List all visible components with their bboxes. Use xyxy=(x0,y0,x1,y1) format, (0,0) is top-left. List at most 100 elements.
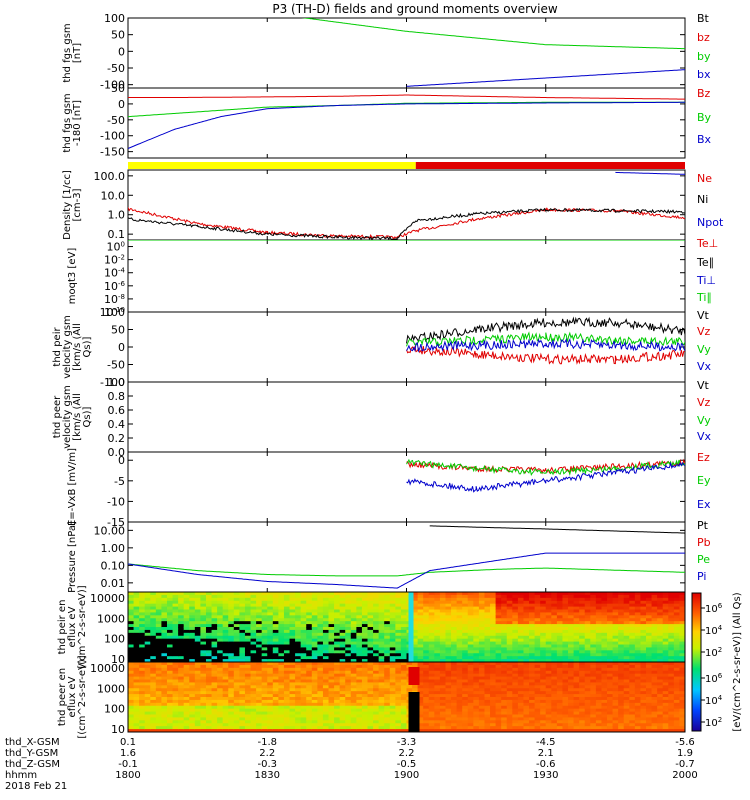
spectrogram-cell xyxy=(367,673,374,678)
spectrogram-cell xyxy=(428,641,435,646)
spectrogram-cell xyxy=(139,635,146,640)
spectrogram-cell xyxy=(607,606,614,611)
spectrogram-cell xyxy=(217,717,224,721)
spectrogram-cell xyxy=(395,682,402,686)
spectrogram-cell xyxy=(529,697,536,701)
spectrogram-cell xyxy=(378,659,385,662)
spectrogram-cell xyxy=(356,714,363,719)
spectrogram-cell xyxy=(451,597,458,602)
spectrogram-cell xyxy=(523,653,530,657)
spectrogram-cell xyxy=(562,711,569,716)
spectrogram-cell xyxy=(595,667,603,672)
spectrogram-cell xyxy=(200,670,207,675)
spectrogram-cell xyxy=(350,618,357,622)
spectrogram-cell xyxy=(423,714,430,719)
spectrogram-cell xyxy=(328,694,335,698)
spectrogram-cell xyxy=(462,600,469,605)
spectrogram-cell xyxy=(462,618,469,622)
spectrogram-cell xyxy=(501,612,508,616)
spectrogram-cell xyxy=(423,609,430,614)
spectrogram-cell xyxy=(445,635,452,640)
spectrogram-cell xyxy=(150,653,157,657)
spectrogram-cell xyxy=(166,662,174,666)
spectrogram-cell xyxy=(551,729,558,732)
spectrogram-cell xyxy=(434,662,441,666)
spectrogram-cell xyxy=(183,632,190,637)
spectrogram-cell xyxy=(356,597,363,602)
y-tick-label: 1.0 xyxy=(108,376,126,389)
spectrogram-cell xyxy=(556,635,564,640)
spectrogram-cell xyxy=(512,729,519,732)
spectrogram-cell xyxy=(467,711,474,716)
spectrogram-cell xyxy=(194,676,202,681)
y-tick-label: -100 xyxy=(100,130,125,143)
spectrogram-cell xyxy=(128,606,135,611)
spectrogram-cell xyxy=(339,635,346,640)
spectrogram-cell xyxy=(328,679,335,684)
spectrogram-cell xyxy=(289,705,296,710)
spectrogram-cell xyxy=(133,632,140,637)
spectrogram-cell xyxy=(417,676,424,681)
spectrogram-cell xyxy=(295,685,302,689)
spectrogram-cell xyxy=(618,615,625,619)
spectrogram-cell xyxy=(417,656,424,660)
spectrogram-cell xyxy=(534,594,541,599)
spectrogram-cell xyxy=(339,708,346,713)
spectrogram-cell xyxy=(345,723,352,727)
spectrogram-cell xyxy=(228,618,235,622)
spectrogram-cell xyxy=(189,603,196,608)
spectrogram-cell xyxy=(601,691,608,695)
spectrogram-cell xyxy=(155,705,163,710)
spectrogram-cell xyxy=(495,694,502,698)
spectrogram-cell xyxy=(529,723,536,727)
spectrogram-cell xyxy=(439,635,447,640)
spectrogram-cell xyxy=(250,632,257,637)
spectrogram-cell xyxy=(534,624,541,628)
spectrogram-cell xyxy=(367,632,374,637)
spectrogram-cell xyxy=(590,708,597,713)
spectrogram-cell xyxy=(150,708,157,713)
spectrogram-cell xyxy=(517,659,525,662)
spectrogram-cell xyxy=(545,644,552,649)
spectrogram-cell xyxy=(462,644,469,649)
spectrogram-cell xyxy=(395,699,402,704)
spectrogram-cell xyxy=(350,600,357,605)
spectrogram-cell xyxy=(646,656,653,660)
legend-label: Ni xyxy=(697,193,708,206)
spectrogram-cell xyxy=(144,612,151,616)
spectrogram-cell xyxy=(551,667,558,672)
spectrogram-cell xyxy=(183,664,190,669)
spectrogram-cell xyxy=(139,600,146,605)
spectrogram-cell xyxy=(345,688,352,692)
spectrogram-cell xyxy=(523,662,530,666)
spectrogram-cell xyxy=(144,714,151,719)
spectrogram-cell xyxy=(311,606,318,611)
series-line xyxy=(128,207,685,240)
spectrogram-cell xyxy=(350,612,357,616)
spectrogram-cell xyxy=(439,670,447,675)
spectrogram-cell xyxy=(579,592,586,596)
spectrogram-cell xyxy=(584,606,591,611)
spectrogram-cell xyxy=(451,600,458,605)
spectrogram-cell xyxy=(478,723,486,727)
spectrogram-cell xyxy=(540,638,547,643)
panel-frame xyxy=(127,17,686,89)
spectrogram-cell xyxy=(267,726,274,730)
spectrogram-cell xyxy=(217,682,224,686)
spectrogram-cell xyxy=(166,726,174,730)
spectrogram-cell xyxy=(512,632,519,637)
spectrogram-cell xyxy=(144,673,151,678)
data-gap xyxy=(408,592,414,662)
spectrogram-cell xyxy=(445,691,452,695)
spectrogram-cell xyxy=(545,670,552,675)
spectrogram-cell xyxy=(439,673,447,678)
spectrogram-cell xyxy=(350,717,357,721)
spectrogram-cell xyxy=(317,708,324,713)
spectrogram-cell xyxy=(311,708,318,713)
spectrogram-cell xyxy=(239,641,246,646)
spectrogram-cell xyxy=(205,720,213,724)
spectrogram-cell xyxy=(289,656,296,660)
spectrogram-cell xyxy=(584,647,591,651)
spectrogram-cell xyxy=(590,685,597,689)
spectrogram-cell xyxy=(640,615,647,619)
